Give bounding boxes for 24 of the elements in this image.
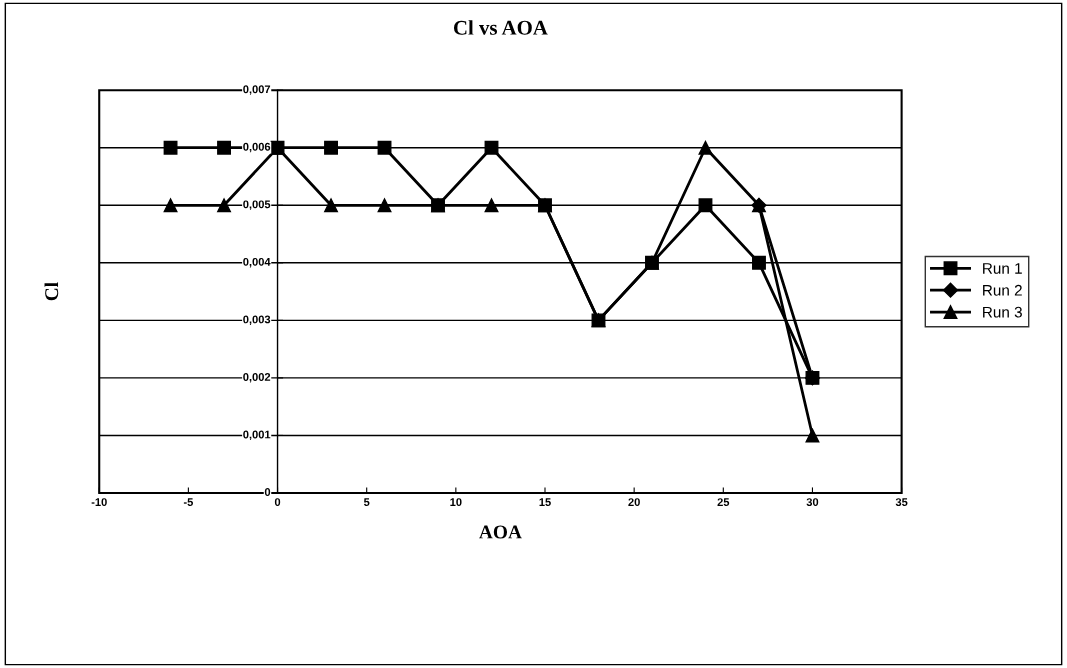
y-tick-label: 0,006 xyxy=(243,142,271,153)
x-tick-label: 25 xyxy=(717,498,730,507)
y-tick-label: 0,002 xyxy=(243,373,271,383)
x-tick-label: 5 xyxy=(363,498,370,507)
x-tick-label: 15 xyxy=(539,498,551,507)
x-axis-title: AOA xyxy=(479,525,522,539)
chart-title: Cl vs AOA xyxy=(453,20,548,35)
x-tick-label: 20 xyxy=(628,498,640,507)
legend-label: Run 1 xyxy=(983,263,1022,274)
x-tick-label: -10 xyxy=(91,498,107,507)
x-tick-label: 10 xyxy=(450,498,462,507)
x-tick-label: 0 xyxy=(274,498,281,507)
legend-label: Run 3 xyxy=(983,306,1022,318)
x-tick-label: -5 xyxy=(183,498,194,507)
legend-label: Run 2 xyxy=(983,284,1022,296)
y-tick-label: 0,003 xyxy=(243,315,271,325)
x-tick-label: 30 xyxy=(806,498,819,507)
x-tick-label: 35 xyxy=(895,498,908,507)
y-tick-label: 0 xyxy=(264,488,271,496)
y-tick-label: 0,007 xyxy=(243,85,271,95)
y-axis-title: Cl xyxy=(44,282,59,301)
y-tick-label: 0,005 xyxy=(243,200,271,210)
y-tick-label: 0,004 xyxy=(243,257,271,268)
y-tick-label: 0,001 xyxy=(243,430,271,441)
